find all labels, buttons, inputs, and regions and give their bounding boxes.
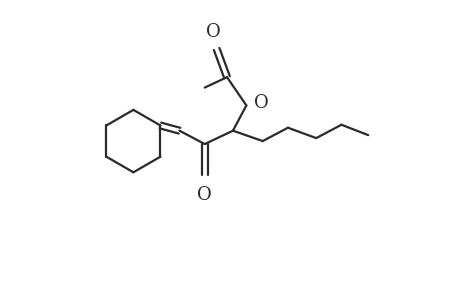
Text: O: O: [254, 94, 269, 112]
Text: O: O: [197, 186, 212, 204]
Text: O: O: [206, 22, 220, 40]
